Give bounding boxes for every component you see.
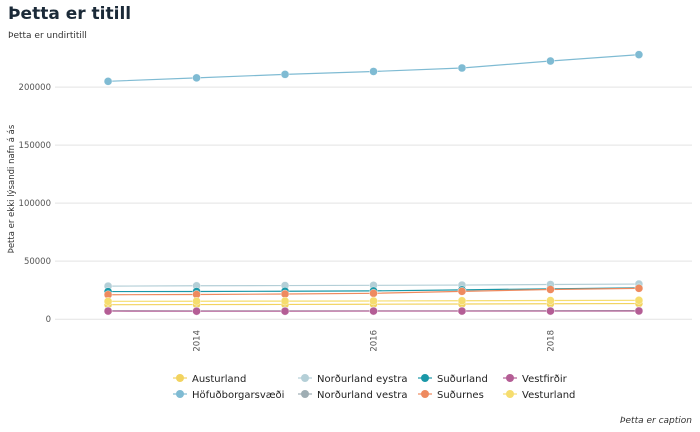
series-Vestfirðir [103, 306, 644, 316]
legend-item: Norðurland eystra [298, 374, 408, 385]
legend-item: Suðurland [418, 374, 488, 385]
chart-caption: Þetta er caption [620, 416, 692, 426]
legend-marker [176, 390, 184, 398]
data-point [103, 77, 113, 86]
legend-label: Höfuðborgarsvæði [192, 390, 284, 401]
x-axis-ticks: 2014 2016 2018 [193, 330, 557, 352]
series-Höfuðborgarsvæði [103, 50, 644, 86]
x-tick-label: 2018 [546, 330, 556, 352]
data-point [192, 297, 201, 306]
series-Suðurnes [103, 284, 644, 299]
data-point [280, 296, 290, 306]
chart-subtitle: Þetta er undirtitill [8, 31, 87, 41]
y-tick-label: 200000 [19, 83, 51, 93]
legend-label: Vesturland [522, 390, 575, 401]
data-point [457, 296, 467, 305]
data-point [457, 63, 467, 73]
legend-label: Suðurnes [437, 390, 484, 401]
legend-item: Suðurnes [418, 390, 484, 401]
gridlines [55, 86, 692, 320]
legend-label: Suðurland [437, 374, 488, 385]
series-group [103, 50, 644, 316]
data-point [634, 50, 644, 59]
data-point [192, 73, 201, 83]
legend-marker [301, 374, 309, 382]
data-point [634, 296, 644, 305]
data-point [369, 296, 378, 306]
y-axis-label: Þetta er ekki lýsandi nafn á ás [7, 124, 17, 253]
y-tick-label: 50000 [24, 257, 51, 267]
data-point [192, 306, 201, 316]
y-tick-label: 150000 [19, 141, 51, 151]
data-point [103, 306, 113, 316]
legend-label: Vestfirðir [522, 374, 568, 385]
data-point [369, 289, 378, 298]
legend-label: Austurland [192, 374, 246, 385]
data-point [546, 306, 555, 316]
legend-item: Norðurland vestra [298, 390, 408, 401]
legend-item: Austurland [173, 374, 246, 385]
legend-marker [506, 390, 514, 398]
data-point [634, 284, 644, 293]
y-tick-label: 0 [46, 315, 51, 325]
y-axis-ticks: 0 50000 100000 150000 200000 [19, 83, 51, 325]
data-point [280, 70, 290, 79]
legend: Austurland Höfuðborgarsvæði Norðurland eys… [173, 374, 575, 401]
data-point [103, 297, 113, 306]
data-point [280, 306, 290, 316]
legend-label: Norðurland eystra [317, 374, 408, 385]
data-point [457, 287, 467, 296]
legend-label: Norðurland vestra [317, 390, 408, 401]
legend-marker [301, 390, 309, 398]
data-point [546, 296, 555, 305]
data-point [546, 285, 555, 294]
data-point [369, 306, 378, 316]
legend-item: Höfuðborgarsvæði [173, 390, 284, 401]
legend-marker [506, 374, 514, 382]
legend-item: Vestfirðir [503, 374, 568, 385]
x-tick-label: 2014 [193, 330, 203, 352]
data-point [457, 306, 467, 316]
legend-marker [421, 374, 429, 382]
legend-marker [176, 374, 184, 382]
data-point [634, 306, 644, 316]
x-tick-label: 2016 [370, 330, 380, 352]
legend-marker [421, 390, 429, 398]
series-Vesturland [103, 296, 644, 306]
data-point [280, 289, 290, 299]
data-point [369, 67, 378, 76]
y-tick-label: 100000 [19, 199, 51, 209]
data-point [546, 56, 555, 66]
legend-item: Vesturland [503, 390, 575, 401]
chart-title: Þetta er titill [8, 4, 132, 24]
